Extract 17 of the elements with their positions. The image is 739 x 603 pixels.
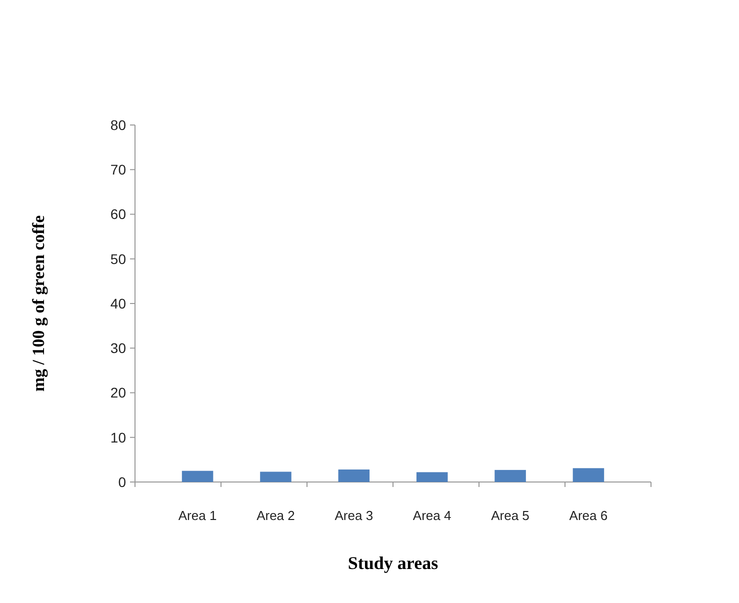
y-axis-title: mg / 100 g of green coffe <box>29 214 48 392</box>
x-tick-label: Area 4 <box>412 508 452 523</box>
y-tick-label: 80 <box>110 116 126 133</box>
y-tick-label: 40 <box>110 295 126 312</box>
y-tick-label: 70 <box>110 162 126 178</box>
x-tick-label: Area 1 <box>178 508 217 523</box>
x-tick-label: Area 2 <box>256 508 295 523</box>
y-tick-label: 0 <box>118 474 126 490</box>
x-tick-label: Area 3 <box>334 508 374 523</box>
x-tick-label: Area 6 <box>569 508 608 523</box>
x-axis-title: Study areas <box>348 553 438 573</box>
y-tick-label: 10 <box>110 429 126 446</box>
y-tick-label: 50 <box>110 250 126 267</box>
y-tick-label: 30 <box>110 340 126 356</box>
x-tick-label: Area 5 <box>491 508 530 523</box>
y-tick-label: 60 <box>110 206 126 222</box>
y-tick-label: 20 <box>110 384 126 401</box>
